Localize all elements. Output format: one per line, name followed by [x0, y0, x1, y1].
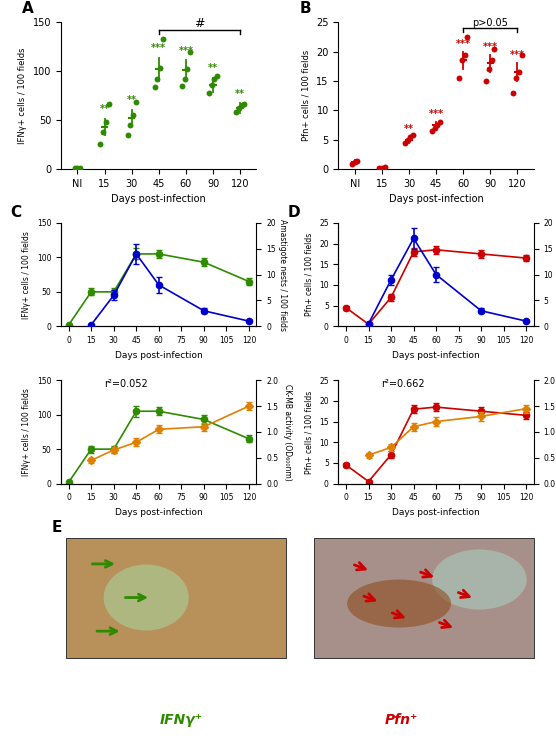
Point [487, 54, 496, 66]
Point [232, 106, 241, 118]
Point [158, 33, 167, 45]
Point [177, 80, 186, 92]
Y-axis label: IFNγ+ cells / 100 fields: IFNγ+ cells / 100 fields [22, 230, 31, 319]
Y-axis label: Pfn+ cells / 100 fields: Pfn+ cells / 100 fields [302, 50, 311, 141]
Point [353, 155, 362, 166]
Point [514, 66, 523, 78]
Point [378, 162, 386, 174]
Ellipse shape [347, 580, 451, 628]
Point [73, 162, 82, 174]
X-axis label: Days post-infection: Days post-infection [389, 194, 484, 204]
Point [482, 75, 491, 87]
Point [235, 103, 244, 114]
Text: ***: *** [483, 42, 498, 51]
Text: ***: *** [510, 51, 525, 60]
Point [205, 87, 214, 99]
Text: **: ** [208, 63, 218, 73]
Text: p>0.05: p>0.05 [473, 18, 508, 27]
Y-axis label: Amastigote nests / 100 fields: Amastigote nests / 100 fields [278, 218, 287, 331]
Point [350, 156, 359, 168]
Point [96, 137, 105, 149]
Ellipse shape [432, 550, 527, 609]
Text: ***: *** [151, 42, 166, 53]
Text: **: ** [127, 95, 137, 106]
Text: ***: *** [178, 45, 193, 56]
Point [348, 158, 356, 170]
Point [436, 116, 445, 128]
Point [183, 63, 192, 75]
Point [433, 119, 442, 131]
Point [240, 99, 249, 111]
Point [375, 163, 384, 175]
Text: A: A [22, 1, 34, 16]
X-axis label: Days post-infection: Days post-infection [392, 508, 480, 517]
Ellipse shape [104, 565, 189, 631]
Text: D: D [287, 205, 300, 220]
Y-axis label: Pfn+ cells / 100 fields: Pfn+ cells / 100 fields [305, 233, 314, 317]
Point [380, 161, 389, 173]
Text: IFNγ⁺: IFNγ⁺ [160, 713, 203, 727]
Point [409, 129, 418, 141]
Point [70, 162, 79, 174]
Point [463, 31, 471, 43]
Text: r²=0.662: r²=0.662 [381, 380, 425, 389]
Point [460, 48, 469, 60]
Point [153, 73, 162, 85]
Point [400, 137, 409, 149]
Text: ***: *** [429, 109, 444, 119]
X-axis label: Days post-infection: Days post-infection [392, 351, 480, 360]
X-axis label: Days post-infection: Days post-infection [111, 194, 206, 204]
Point [131, 97, 140, 108]
X-axis label: Days post-infection: Days post-infection [115, 351, 203, 360]
Point [99, 126, 108, 137]
Point [406, 131, 415, 143]
Text: C: C [11, 205, 22, 220]
Point [126, 119, 135, 131]
Point [237, 100, 246, 111]
Point [128, 109, 137, 121]
Point [455, 72, 464, 84]
Point [186, 45, 195, 57]
Point [104, 99, 113, 111]
Point [210, 73, 219, 85]
Text: **: ** [235, 88, 245, 99]
Point [403, 134, 412, 146]
Bar [66, 537, 286, 658]
Point [430, 122, 439, 134]
X-axis label: Days post-infection: Days post-infection [115, 508, 203, 517]
Text: **: ** [404, 124, 414, 134]
Point [428, 125, 436, 137]
Point [213, 70, 222, 82]
Point [490, 43, 499, 55]
Point [517, 48, 526, 60]
Text: **: ** [100, 104, 110, 114]
Text: #: # [194, 16, 205, 30]
Point [458, 54, 466, 66]
Point [180, 73, 189, 85]
Bar [314, 537, 534, 658]
Y-axis label: IFNγ+ cells / 100 fields: IFNγ+ cells / 100 fields [22, 388, 31, 476]
Point [512, 72, 520, 84]
Text: B: B [300, 1, 311, 16]
Point [76, 162, 85, 174]
Point [485, 63, 494, 75]
Y-axis label: CK-MB activity (OD₆₀₀nm): CK-MB activity (OD₆₀₀nm) [283, 383, 292, 480]
Y-axis label: Amastigote nests / 100 fields: Amastigote nests / 100 fields [555, 218, 556, 331]
Point [156, 62, 165, 74]
Text: ***: *** [456, 39, 471, 49]
Point [150, 81, 159, 93]
Y-axis label: Pfn+ cells / 100 fields: Pfn+ cells / 100 fields [305, 390, 314, 473]
Text: Pfn⁺: Pfn⁺ [385, 713, 418, 727]
Point [207, 79, 216, 91]
Text: E: E [52, 519, 62, 534]
Y-axis label: IFNγ+ cells / 100 fields: IFNγ+ cells / 100 fields [18, 48, 27, 144]
Point [509, 87, 518, 99]
Text: r²=0.052: r²=0.052 [104, 380, 148, 389]
Point [101, 116, 110, 128]
Point [123, 129, 132, 140]
